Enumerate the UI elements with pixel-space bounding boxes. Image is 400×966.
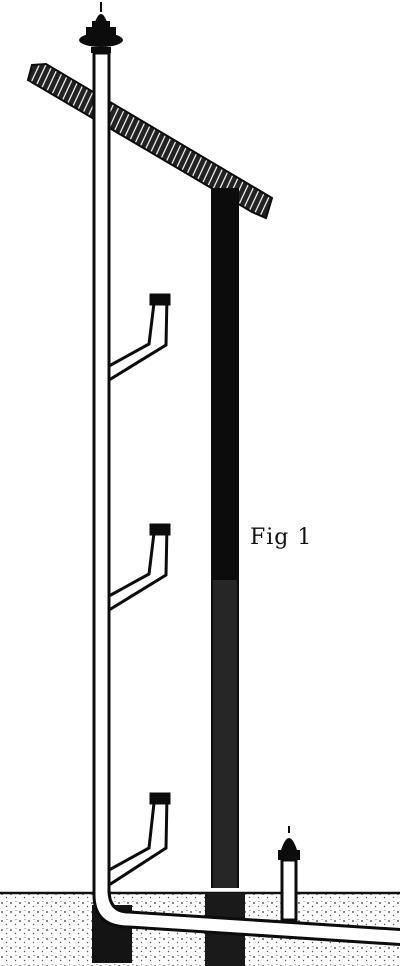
wall-lower-texture — [213, 580, 237, 888]
vent-cap-icon — [79, 2, 123, 53]
trap-vent — [278, 826, 300, 922]
branch-pipe-upper — [107, 293, 169, 383]
branch-pipe-lower — [107, 793, 169, 888]
branch-inlet-middle — [149, 523, 171, 536]
branch-pipe-middle — [107, 523, 169, 613]
soil-stack-pipe — [92, 51, 400, 946]
branch-inlet-lower — [149, 792, 171, 805]
figure-label: Fig 1 — [250, 525, 313, 550]
roof-slab — [26, 62, 274, 220]
branch-pipes — [107, 293, 171, 888]
branch-inlet-upper — [149, 293, 171, 306]
